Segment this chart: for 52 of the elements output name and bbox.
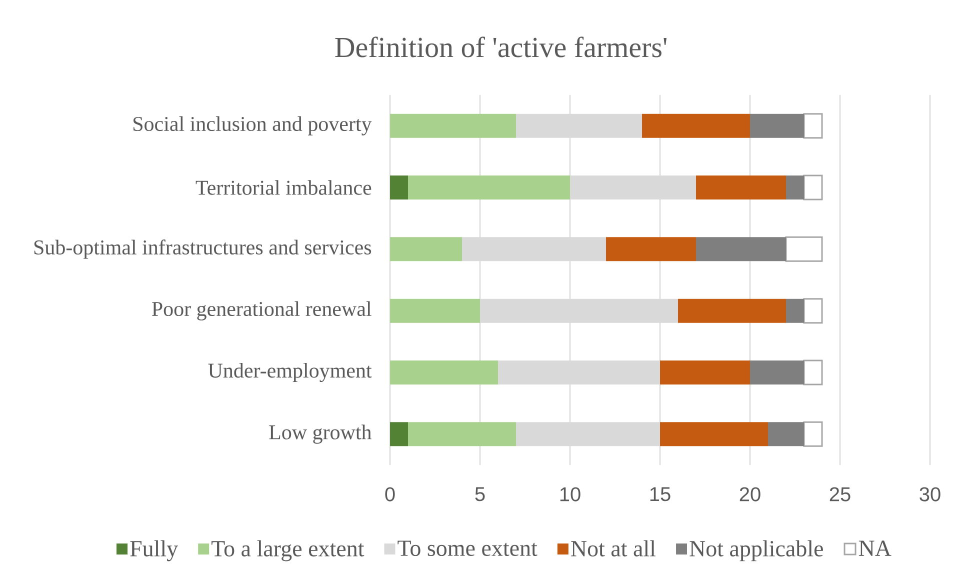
legend-label: To some extent <box>398 540 538 556</box>
legend-label: Fully <box>130 540 178 562</box>
bar <box>803 113 823 139</box>
x-tick-label: 0 <box>385 487 395 502</box>
bar <box>768 422 804 446</box>
bar <box>516 422 660 446</box>
bar <box>803 298 823 324</box>
bar <box>786 298 804 323</box>
bar <box>390 237 462 262</box>
bar <box>660 360 750 384</box>
bar <box>750 114 804 138</box>
bar <box>390 298 480 323</box>
chart-title: Definition of 'active farmers' <box>335 36 666 58</box>
bar <box>678 298 786 323</box>
bar <box>696 237 786 262</box>
bar <box>480 298 678 323</box>
x-tick-label: 20 <box>740 487 760 502</box>
bar <box>660 422 768 446</box>
legend-label: To a large extent <box>212 540 364 562</box>
x-tick-label: 25 <box>830 487 850 502</box>
y-tick-label: Territorial imbalance <box>196 180 372 195</box>
bar <box>570 176 696 200</box>
y-tick-label: Poor generational renewal <box>152 301 372 320</box>
bar <box>606 237 696 262</box>
bar <box>462 237 606 262</box>
bar <box>786 176 804 200</box>
bar <box>750 360 804 384</box>
bar <box>696 176 786 200</box>
x-tick-label: 30 <box>920 487 940 502</box>
legend-label: Not applicable <box>690 540 823 562</box>
bar <box>390 176 408 200</box>
bar <box>803 360 823 386</box>
x-tick-label: 10 <box>560 487 580 502</box>
y-tick-label: Low growth <box>269 424 372 444</box>
bar <box>785 236 823 262</box>
bar <box>498 360 660 384</box>
bar <box>642 114 750 138</box>
bar <box>390 360 498 384</box>
bar <box>803 174 823 200</box>
x-tick-label: 15 <box>650 487 670 502</box>
legend-label: Not at all <box>571 540 656 556</box>
bar <box>390 114 516 138</box>
bar <box>390 422 408 446</box>
y-tick-label: Social inclusion and poverty <box>134 116 372 136</box>
x-tick-label: 5 <box>475 487 485 502</box>
bar <box>516 114 642 138</box>
legend-label: NA <box>858 540 892 556</box>
bar <box>408 422 516 446</box>
bar <box>803 421 823 447</box>
y-tick-label: Sub-optimal infrastructures and services <box>34 240 372 259</box>
y-tick-label: Under-employment <box>208 362 372 382</box>
bar <box>408 176 570 200</box>
